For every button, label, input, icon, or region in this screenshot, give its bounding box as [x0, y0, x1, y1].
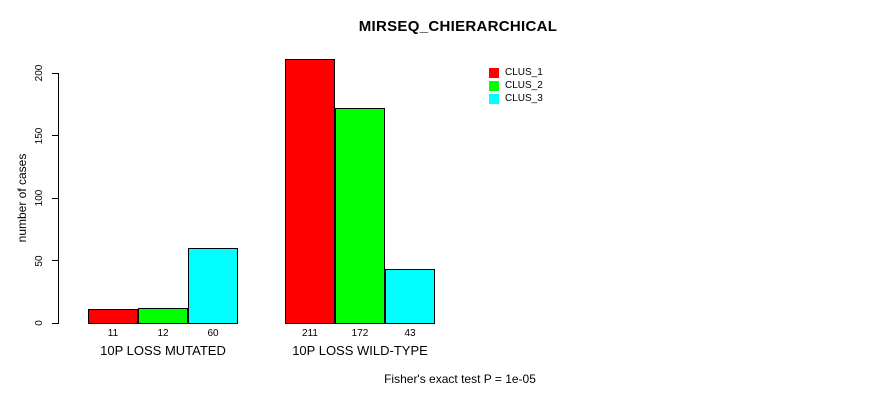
bar-value-label: 43 — [404, 328, 416, 339]
legend-label: CLUS_2 — [505, 80, 543, 91]
y-tick-label: 150 — [34, 127, 45, 144]
y-axis-label: number of cases — [15, 153, 29, 243]
legend-label: CLUS_1 — [505, 67, 543, 78]
y-tick — [52, 260, 58, 261]
bar-clus_1-group1 — [88, 309, 138, 324]
y-tick — [52, 197, 58, 199]
bar-clus_2-group1 — [138, 308, 188, 324]
category-label: 10P LOSS WILD-TYPE — [292, 343, 428, 358]
bar-clus_1-group2 — [285, 59, 335, 324]
y-tick-label: 0 — [34, 320, 45, 326]
y-tick — [52, 322, 58, 324]
bar-value-label: 211 — [302, 328, 318, 339]
bar-value-label: 11 — [107, 328, 119, 339]
legend-item-clus_1: CLUS_1 — [489, 66, 543, 79]
bar-value-label: 60 — [207, 328, 219, 339]
bar-clus_3-group1 — [188, 248, 238, 324]
y-tick-label: 200 — [34, 64, 45, 82]
legend-swatch-clus_3 — [489, 93, 499, 104]
legend: CLUS_1 CLUS_2 CLUS_3 — [489, 66, 543, 105]
bar-value-label: 12 — [157, 328, 169, 339]
y-axis-line — [58, 73, 59, 324]
y-tick — [52, 135, 58, 136]
bar-value-label: 172 — [351, 328, 369, 339]
caption: Fisher's exact test P = 1e-05 — [384, 372, 536, 386]
legend-item-clus_2: CLUS_2 — [489, 79, 543, 92]
bar-clus_2-group2 — [335, 108, 385, 324]
legend-swatch-clus_2 — [489, 80, 499, 91]
chart-title: MIRSEQ_CHIERARCHICAL — [358, 18, 558, 35]
y-tick-label: 50 — [34, 254, 45, 267]
legend-item-clus_3: CLUS_3 — [489, 92, 543, 105]
legend-label: CLUS_3 — [505, 93, 543, 104]
bar-clus_3-group2 — [385, 269, 435, 324]
legend-swatch-clus_1 — [489, 67, 499, 78]
category-label: 10P LOSS MUTATED — [100, 343, 226, 358]
y-tick-label: 100 — [34, 189, 45, 207]
y-tick — [52, 72, 58, 74]
